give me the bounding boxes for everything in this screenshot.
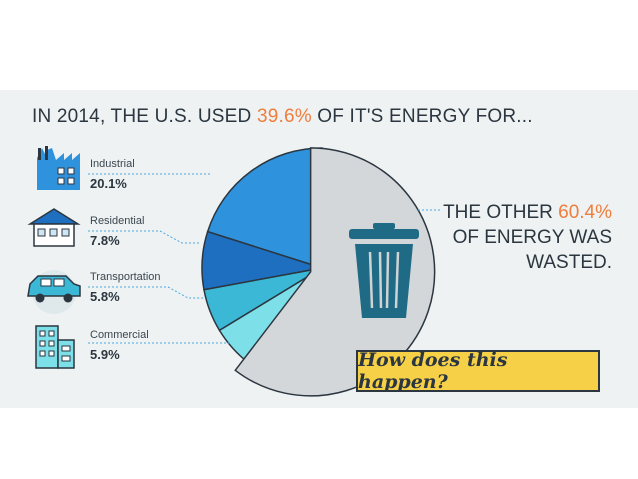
value-commercial: 5.9% — [90, 347, 120, 362]
building-icon — [35, 325, 75, 369]
value-industrial: 20.1% — [90, 176, 127, 191]
car-icon — [27, 270, 81, 314]
value-residential: 7.8% — [90, 233, 120, 248]
pie-slice-wasted — [234, 147, 436, 397]
trash-can-icon — [349, 223, 419, 318]
label-commercial: Commercial — [90, 329, 149, 341]
label-industrial: Industrial — [90, 158, 135, 170]
wasted-highlight: 60.4% — [558, 202, 612, 223]
headline-highlight: 39.6% — [256, 106, 312, 127]
factory-icon — [37, 146, 80, 190]
cta-label: How does this happen? — [358, 349, 508, 393]
headline: IN 2014, THE U.S. USED 39.6% OF IT'S ENE… — [32, 106, 533, 127]
wasted-callout: THE OTHER 60.4% OF ENERGY WAS WASTED. — [443, 202, 612, 273]
leader-transportation — [88, 286, 205, 299]
label-residential: Residential — [90, 215, 145, 227]
pie-slice-industrial — [206, 147, 323, 270]
value-transportation: 5.8% — [90, 289, 120, 304]
label-transportation: Transportation — [90, 271, 161, 283]
house-icon — [27, 208, 81, 247]
leader-residential — [88, 230, 200, 244]
how-does-this-happen-button[interactable]: How does this happen? — [356, 349, 600, 393]
